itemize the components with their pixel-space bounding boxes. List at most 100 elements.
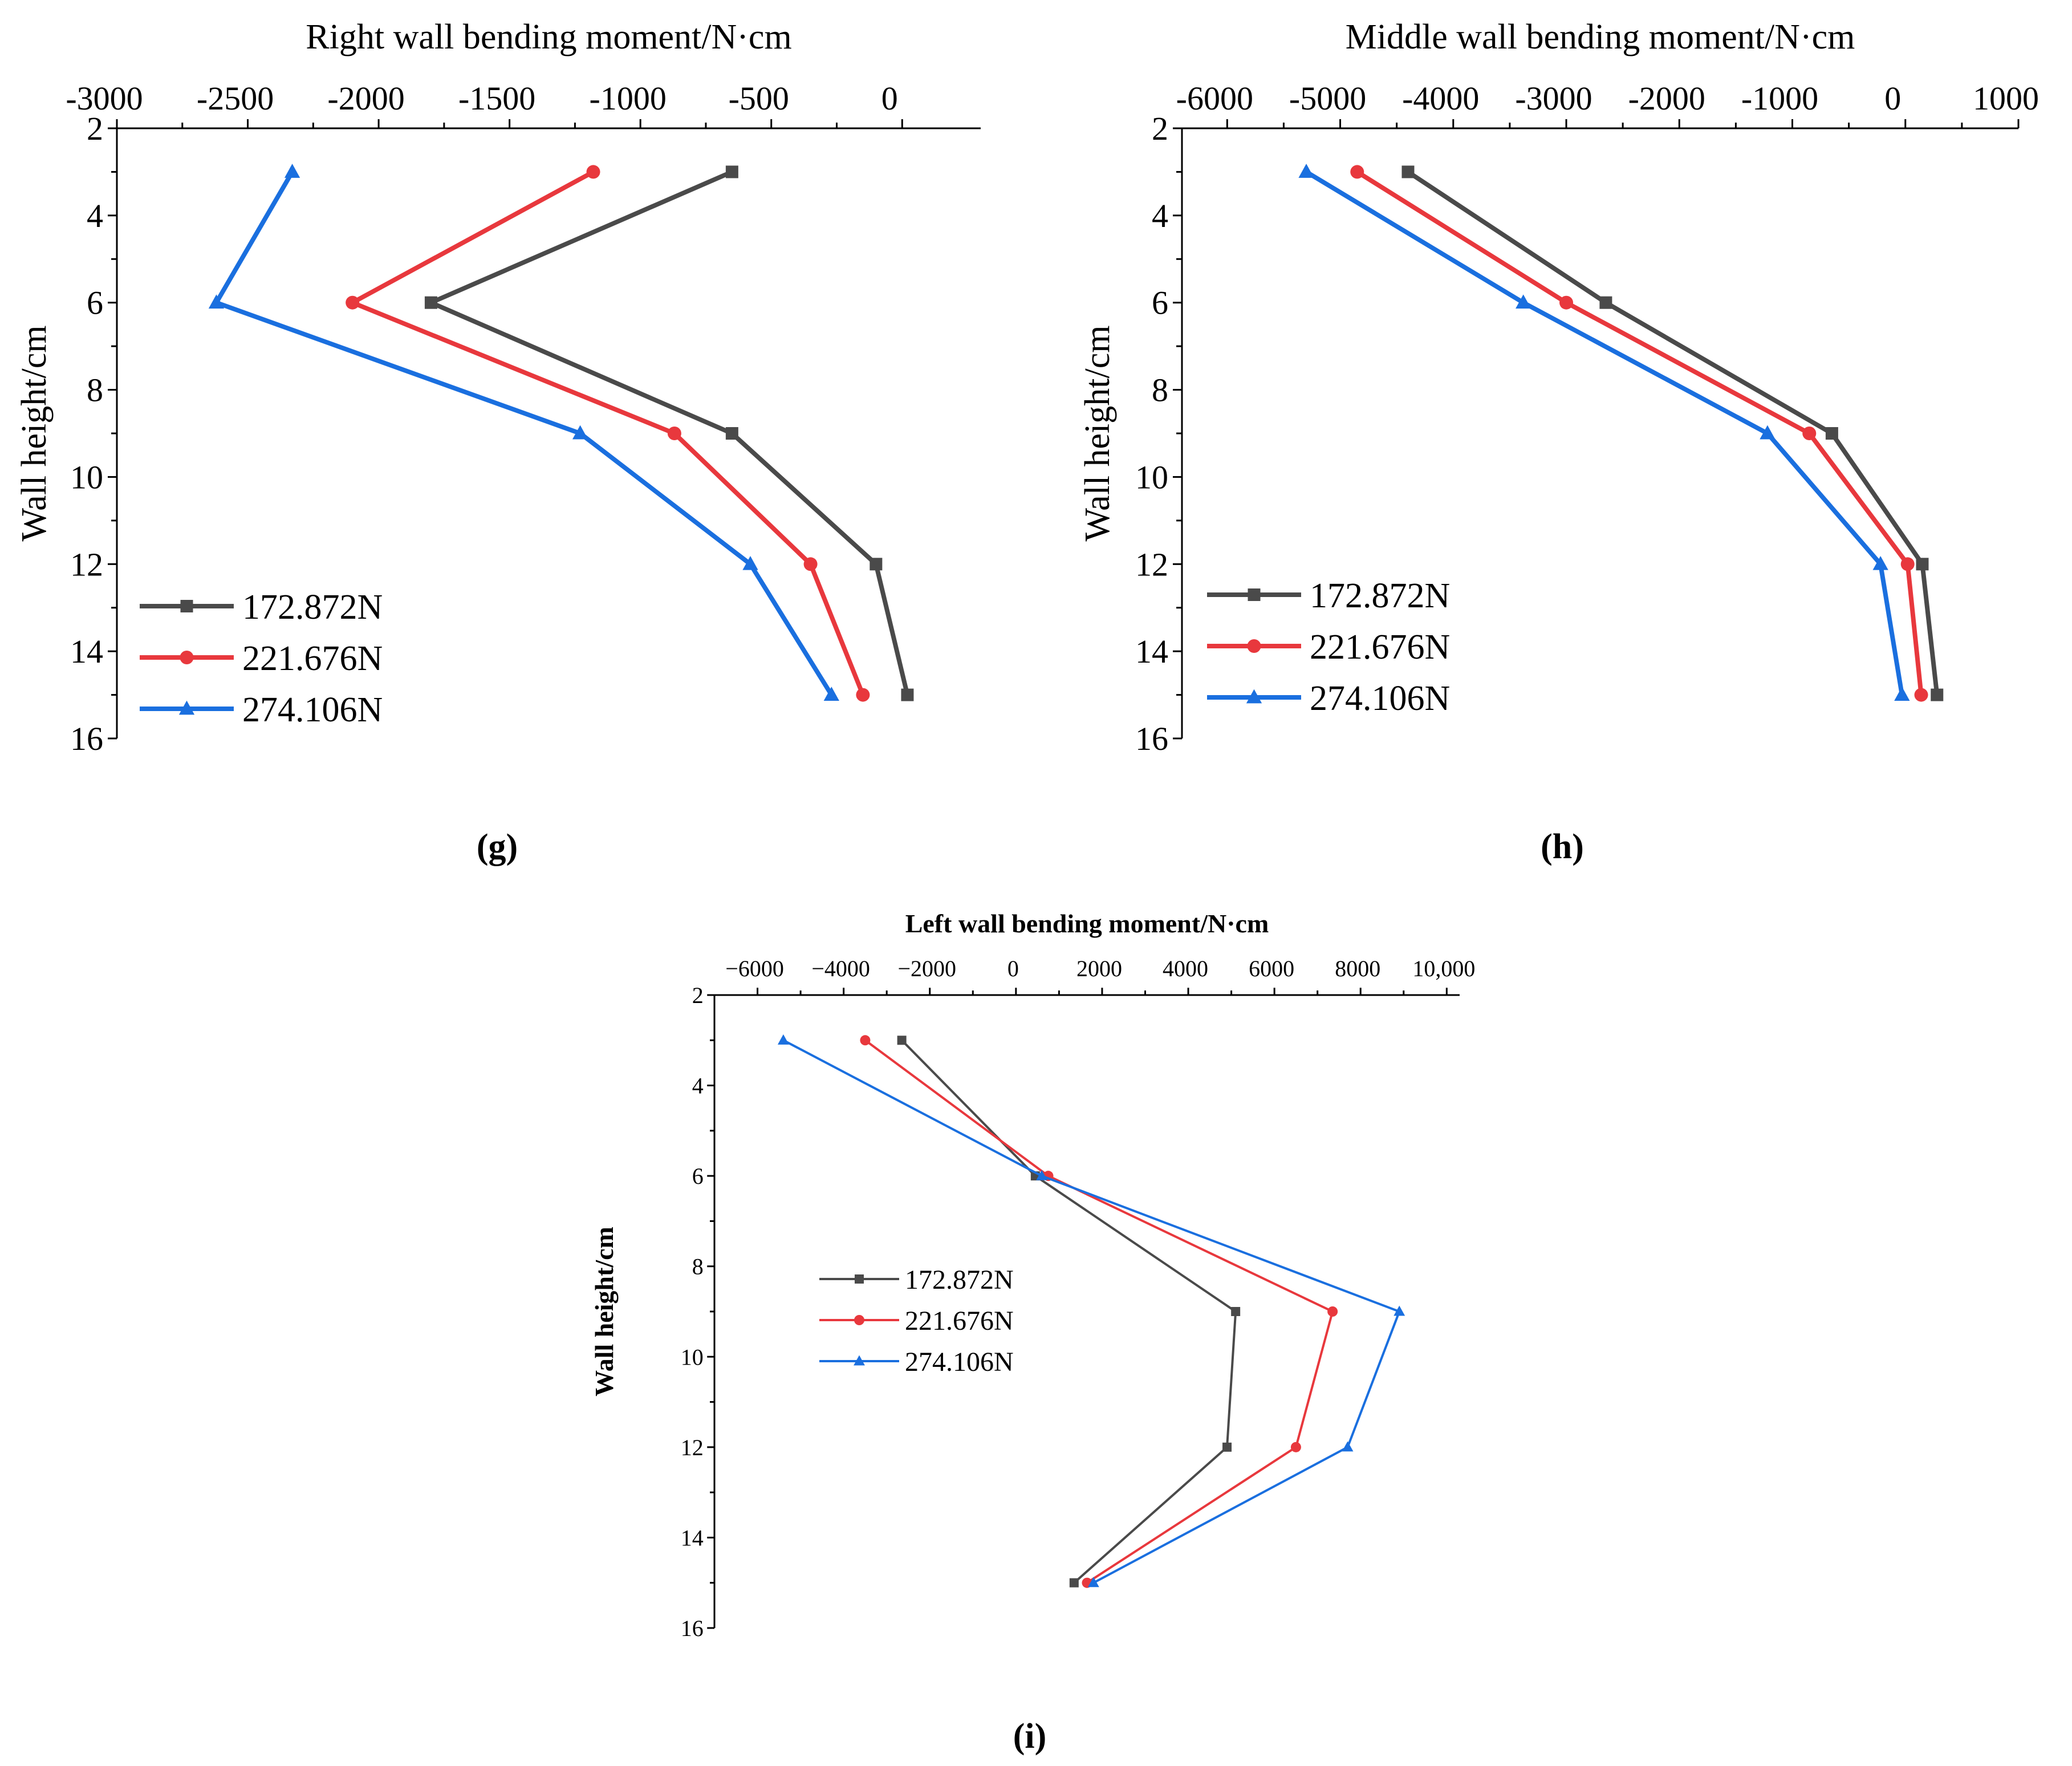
data-point-274.106N — [1872, 555, 1888, 570]
legend-swatch-marker — [180, 651, 194, 664]
chart-title: Right wall bending moment/N·cm — [306, 18, 791, 56]
legend-label: 274.106N — [1310, 679, 1450, 718]
data-point-274.106N — [1036, 1170, 1048, 1180]
data-point-274.106N — [1760, 425, 1776, 440]
x-tick-label: 6000 — [1249, 956, 1294, 981]
y-tick-label: 2 — [87, 110, 103, 147]
data-point-274.106N — [777, 1034, 789, 1045]
legend-swatch-marker — [854, 1355, 865, 1366]
y-tick-label: 2 — [692, 983, 704, 1008]
data-point-274.106N — [1393, 1305, 1405, 1316]
y-axis-label: Wall height/cm — [1078, 326, 1117, 542]
y-tick-label: 8 — [1152, 372, 1168, 409]
y-tick-label: 8 — [87, 372, 103, 409]
y-tick-label: 4 — [692, 1073, 704, 1099]
chart-g-right-wall: Right wall bending moment/N·cm -3000 -2500… — [15, 18, 981, 757]
legend-label: 274.106N — [242, 691, 383, 729]
x-tick-label: -4000 — [1402, 80, 1479, 117]
data-point-221.676N — [1900, 557, 1915, 571]
y-axis-label: Wall height/cm — [15, 326, 54, 542]
y-tick-label: 6 — [87, 285, 103, 322]
x-tick-label: -2500 — [197, 80, 274, 117]
data-point-172.872N — [1069, 1578, 1079, 1588]
y-tick-label: 14 — [1135, 633, 1168, 670]
x-tick-label: 0 — [1884, 80, 1901, 117]
legend-swatch-marker — [178, 700, 195, 715]
data-point-274.106N — [572, 425, 588, 440]
y-tick-label: 12 — [681, 1435, 704, 1460]
y-tick-label: 10 — [1135, 458, 1168, 496]
data-point-221.676N — [860, 1035, 871, 1046]
data-point-274.106N — [1087, 1577, 1099, 1588]
x-tick-label: 8000 — [1335, 956, 1380, 981]
chart-title: Middle wall bending moment/N·cm — [1346, 18, 1855, 56]
data-point-172.872N — [1916, 558, 1929, 571]
data-point-172.872N — [1825, 427, 1838, 440]
data-point-274.106N — [1342, 1441, 1354, 1452]
data-point-274.106N — [1894, 687, 1910, 701]
data-point-172.872N — [424, 296, 437, 309]
x-tick-label: 0 — [881, 80, 898, 117]
y-tick-label: 16 — [681, 1615, 704, 1641]
y-tick-label: 16 — [1135, 720, 1168, 757]
y-tick-label: 6 — [1152, 285, 1168, 322]
data-point-172.872N — [725, 427, 738, 440]
legend-swatch-marker — [1248, 588, 1261, 601]
chart-i-left-wall: Left wall bending moment/N·cm −6000 −4000 −… — [590, 909, 1475, 1641]
data-point-221.676N — [346, 295, 360, 310]
y-tick-label: 2 — [1152, 110, 1168, 147]
legend-label: 172.872N — [242, 588, 383, 627]
data-point-221.676N — [1802, 427, 1817, 440]
data-point-172.872N — [870, 558, 883, 571]
x-tick-label: -3000 — [66, 80, 143, 117]
y-tick-label: 12 — [1135, 546, 1168, 583]
data-point-172.872N — [1222, 1442, 1232, 1452]
x-tick-label: -500 — [729, 80, 789, 117]
panel-label-g: (g) — [477, 827, 518, 866]
legend-label: 221.676N — [905, 1306, 1014, 1336]
series-line-221.676N — [347, 169, 866, 696]
chart-title: Left wall bending moment/N·cm — [905, 909, 1269, 938]
y-tick-label: 10 — [70, 458, 103, 496]
legend-swatch-marker — [854, 1315, 864, 1325]
data-point-274.106N — [1298, 164, 1314, 178]
y-tick-label: 10 — [681, 1344, 704, 1370]
data-point-172.872N — [725, 165, 738, 178]
data-point-221.676N — [803, 557, 818, 571]
legend-swatch-marker — [1247, 639, 1261, 653]
y-tick-label: 16 — [70, 720, 103, 757]
legend-label: 274.106N — [905, 1347, 1014, 1377]
x-tick-label: 10,000 — [1412, 956, 1475, 981]
x-tick-label: -6000 — [1176, 80, 1253, 117]
x-tick-label: -1000 — [590, 80, 667, 117]
x-tick-label: -1500 — [458, 80, 535, 117]
y-tick-label: 14 — [681, 1525, 704, 1550]
data-point-221.676N — [1290, 1442, 1301, 1452]
y-tick-label: 8 — [692, 1254, 704, 1280]
x-tick-label: -3000 — [1515, 80, 1592, 117]
legend-swatch-marker — [855, 1274, 864, 1284]
x-tick-label: 2000 — [1076, 956, 1122, 981]
y-tick-label: 4 — [1152, 197, 1168, 234]
data-point-221.676N — [667, 427, 681, 440]
legend-label: 221.676N — [1310, 628, 1450, 667]
series-line-172.872N — [1407, 170, 1940, 696]
x-tick-label: −6000 — [725, 956, 784, 981]
legend-label: 172.872N — [1310, 577, 1450, 615]
legend-swatch-marker — [180, 600, 193, 612]
data-point-172.872N — [1599, 296, 1612, 309]
data-point-221.676N — [1914, 688, 1928, 702]
panel-label-i: (i) — [1013, 1717, 1047, 1756]
data-point-172.872N — [901, 688, 914, 701]
data-point-274.106N — [284, 164, 300, 178]
x-tick-label: −2000 — [897, 956, 956, 981]
panel-label-h: (h) — [1541, 827, 1584, 866]
data-point-221.676N — [856, 688, 870, 702]
data-point-221.676N — [1350, 165, 1364, 179]
data-point-274.106N — [823, 687, 839, 701]
x-tick-label: -5000 — [1289, 80, 1366, 117]
x-tick-label: 4000 — [1163, 956, 1208, 981]
legend-label: 172.872N — [905, 1265, 1014, 1295]
x-tick-label: -2000 — [1628, 80, 1705, 117]
